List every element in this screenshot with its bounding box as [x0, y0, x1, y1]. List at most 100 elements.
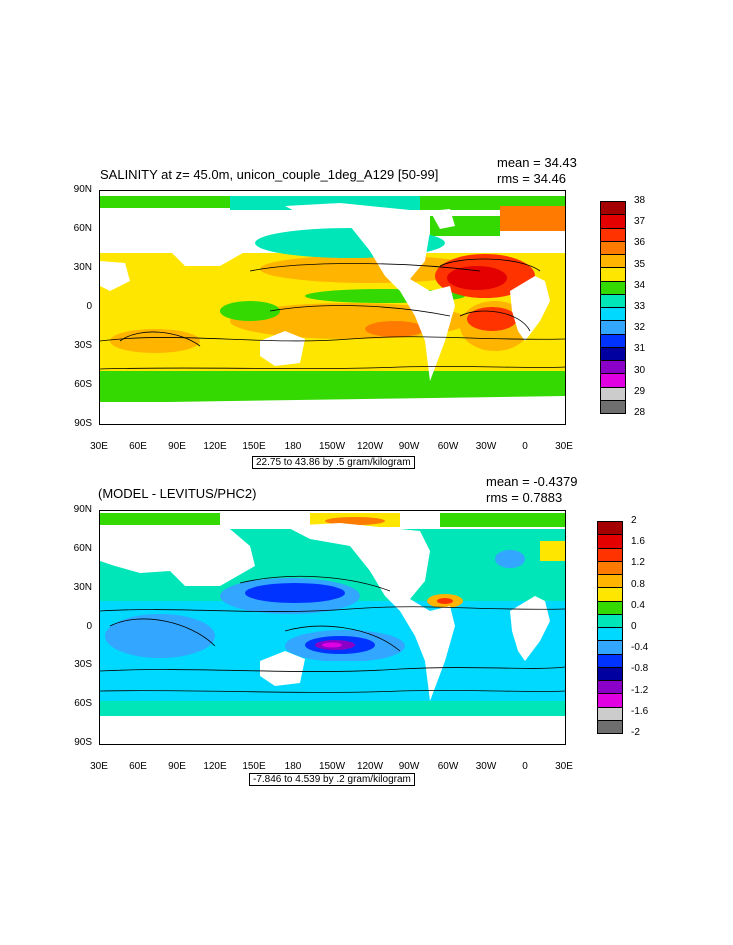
- lon-label: 30E: [90, 441, 108, 452]
- contour-info: -7.846 to 4.539 by .2 gram/kilogram: [249, 773, 415, 786]
- lon-label: 60E: [129, 441, 147, 452]
- lat-label: 90N: [73, 504, 92, 515]
- colorbar-label: 2: [631, 515, 637, 526]
- lon-label: 90W: [398, 761, 420, 772]
- colorbar-swatch: [600, 386, 626, 401]
- lon-label: 60W: [437, 441, 459, 452]
- colorbar-label: 28: [634, 407, 646, 418]
- lon-label: 120W: [356, 761, 384, 772]
- colorbar: 38 37 36 35 34 33 32 31 30 29 28: [600, 195, 660, 418]
- colorbar-label: 38: [634, 195, 646, 206]
- colorbar-label: 0.8: [631, 578, 645, 590]
- lat-label: 0: [86, 301, 92, 312]
- colorbar-swatch: [600, 267, 626, 282]
- colorbar-label: -2: [631, 727, 640, 738]
- lat-label: 30S: [74, 340, 92, 351]
- lat-label: 90S: [74, 418, 92, 429]
- colorbar-swatch: [600, 360, 626, 375]
- colorbar-swatch: [597, 613, 623, 628]
- colorbar-label: 35: [634, 258, 646, 270]
- colorbar-label: 0.4: [631, 599, 645, 611]
- colorbar-swatch: [600, 280, 626, 295]
- colorbar-swatch: [600, 293, 626, 308]
- colorbar-swatch: [597, 680, 623, 695]
- colorbar-swatch: [600, 240, 626, 255]
- colorbar-swatch: [600, 373, 626, 388]
- lon-label: 60W: [437, 761, 459, 772]
- colorbar-swatch: [600, 227, 626, 242]
- contour-info: 22.75 to 43.86 by .5 gram/kilogram: [252, 456, 415, 469]
- mean-value: mean = 34.43: [497, 155, 577, 170]
- mean-value: mean = -0.4379: [486, 474, 578, 489]
- colorbar-label: -1.6: [631, 705, 649, 717]
- lon-label: 180: [284, 761, 302, 772]
- colorbar-label: 33: [634, 301, 646, 312]
- colorbar-label: -1.2: [631, 684, 649, 696]
- colorbar-swatch: [597, 653, 623, 668]
- lon-label: 120W: [356, 441, 384, 452]
- colorbar-swatch: [597, 719, 623, 734]
- colorbar-label: 0: [631, 621, 637, 632]
- colorbar: 2 1.6 1.2 0.8 0.4 0 -0.4 -0.8 -1.2 -1.6 -2: [597, 515, 657, 738]
- colorbar-swatch: [597, 666, 623, 681]
- lon-label: 90W: [398, 441, 420, 452]
- colorbar-swatch: [600, 307, 626, 322]
- colorbar-swatch: [597, 600, 623, 615]
- colorbar-swatch: [597, 587, 623, 602]
- lon-label: 180: [284, 441, 302, 452]
- colorbar-label: 32: [634, 322, 646, 334]
- lon-label: 90E: [168, 441, 186, 452]
- colorbar-swatch: [597, 706, 623, 721]
- lat-label: 30N: [73, 582, 92, 593]
- lon-label: 120E: [203, 761, 227, 772]
- lon-label: 30E: [555, 441, 573, 452]
- lat-label: 30N: [73, 262, 92, 273]
- lat-label: 60N: [73, 543, 92, 554]
- lon-label: 0: [522, 761, 528, 772]
- difference-map: [99, 510, 566, 745]
- colorbar-label: 36: [634, 237, 646, 249]
- colorbar-swatch: [597, 547, 623, 562]
- colorbar-swatch: [600, 399, 626, 414]
- lon-label: 30W: [475, 761, 497, 772]
- colorbar-swatch: [600, 254, 626, 269]
- colorbar-label: 30: [634, 364, 646, 376]
- colorbar-swatch: [597, 693, 623, 708]
- colorbar-label: 1.6: [631, 536, 645, 548]
- lon-label: 150W: [318, 441, 346, 452]
- lat-label: 30S: [74, 659, 92, 670]
- rms-value: rms = 0.7883: [486, 490, 563, 505]
- colorbar-label: -0.4: [631, 642, 649, 654]
- panel-title: (MODEL - LEVITUS/PHC2): [98, 486, 257, 501]
- colorbar-swatch: [597, 640, 623, 655]
- colorbar-swatch: [600, 201, 626, 216]
- colorbar-swatch: [597, 560, 623, 575]
- difference-map-graphic: [100, 511, 565, 744]
- lat-label: 0: [86, 621, 92, 632]
- colorbar-swatch: [600, 333, 626, 348]
- lon-label: 60E: [129, 761, 147, 772]
- colorbar-swatch: [600, 346, 626, 361]
- lon-label: 150E: [242, 441, 266, 452]
- colorbar-swatch: [600, 214, 626, 229]
- colorbar-label: -0.8: [631, 663, 649, 675]
- colorbar-swatch: [597, 627, 623, 642]
- lon-label: 120E: [203, 441, 227, 452]
- lat-label: 60N: [73, 223, 92, 234]
- colorbar-label: 31: [634, 343, 646, 355]
- lon-label: 150E: [242, 761, 266, 772]
- lon-label: 30W: [475, 441, 497, 452]
- panel-title: SALINITY at z= 45.0m, unicon_couple_1deg…: [100, 167, 439, 182]
- lon-label: 0: [522, 441, 528, 452]
- lon-label: 30E: [90, 761, 108, 772]
- salinity-map-graphic: [100, 191, 565, 424]
- lat-label: 90S: [74, 737, 92, 748]
- lon-label: 90E: [168, 761, 186, 772]
- lon-label: 30E: [555, 761, 573, 772]
- rms-value: rms = 34.46: [497, 171, 567, 186]
- lat-label: 90N: [73, 184, 92, 195]
- colorbar-label: 1.2: [631, 557, 645, 569]
- colorbar-label: 34: [634, 279, 646, 291]
- colorbar-label: 37: [634, 216, 646, 228]
- colorbar-label: 29: [634, 385, 646, 397]
